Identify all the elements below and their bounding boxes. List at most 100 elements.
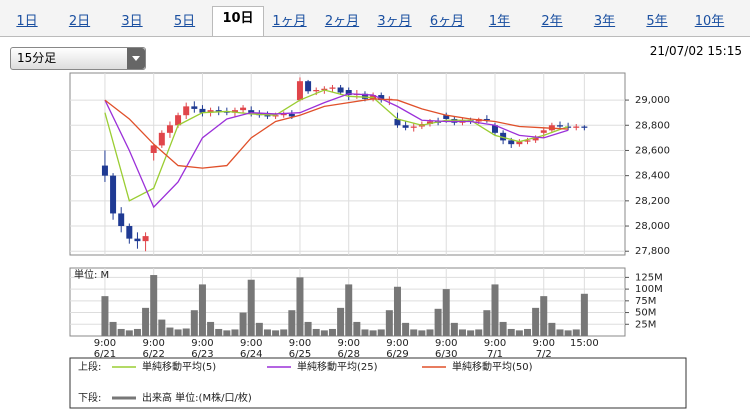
candle-body [215, 110, 222, 112]
volume-bar [296, 277, 304, 336]
volume-bar [499, 321, 507, 336]
volume-bar [101, 296, 109, 336]
volume-bar [393, 286, 401, 336]
tab[interactable]: 3年 [593, 14, 616, 29]
x-date-label: 6/29 [386, 349, 408, 360]
volume-bar [223, 330, 231, 336]
volume-bar [580, 293, 588, 336]
y-tick-label: 100M [635, 284, 663, 295]
tab[interactable]: 2日 [68, 14, 91, 29]
candle-body [101, 165, 108, 176]
y-tick-label: 125M [635, 272, 663, 283]
y-tick-label: 28,600 [635, 145, 670, 156]
candle-body [199, 108, 206, 113]
tab[interactable]: 1年 [488, 14, 511, 29]
legend-box [69, 357, 687, 409]
x-tick-label: 9:00 [191, 338, 213, 349]
tab[interactable]: 10日 [212, 6, 264, 36]
volume-bar [410, 329, 418, 336]
volume-bar [320, 330, 328, 336]
candle-body [378, 95, 385, 101]
candle-body [516, 141, 523, 145]
volume-bar [337, 307, 345, 336]
tab[interactable]: 1ヶ月 [272, 14, 307, 29]
candle-body [118, 213, 125, 227]
dropdown-arrow[interactable] [127, 48, 145, 69]
y-tick-label: 29,000 [635, 95, 670, 106]
candle-body [329, 87, 336, 89]
candle-body [581, 126, 588, 128]
volume-bar [483, 310, 491, 336]
candle-body [142, 236, 149, 242]
candle-body [426, 121, 433, 125]
volume-bar [166, 327, 174, 336]
legend-text: 出来高 単位:(M株/口/枚) [142, 391, 252, 404]
candle-body [540, 130, 547, 133]
candle-body [524, 140, 531, 142]
y-tick-label: 28,400 [635, 171, 670, 182]
x-date-label: 7/2 [536, 349, 552, 360]
dropdown-text: 15分足 [17, 51, 57, 65]
volume-bar [442, 289, 450, 336]
x-tick-label: 9:00 [142, 338, 164, 349]
volume-bar [377, 329, 385, 336]
tab[interactable]: 3日 [121, 14, 143, 29]
volume-bar [532, 307, 540, 336]
x-date-label: 6/28 [337, 349, 359, 360]
tab[interactable]: 6ヶ月 [429, 14, 465, 29]
x-date-label: 6/25 [289, 349, 311, 360]
interval-dropdown[interactable]: 15分足 [10, 47, 146, 70]
legend-text: 単純移動平均(5) [142, 360, 216, 373]
volume-bar [467, 330, 475, 336]
tab[interactable]: 5年 [646, 14, 668, 29]
y-tick-label: 25M [635, 319, 656, 330]
candle-body [166, 125, 173, 133]
tab[interactable]: 2年 [541, 14, 563, 29]
x-tick-label: 9:00 [484, 338, 506, 349]
volume-bar [288, 310, 296, 336]
candle-body [361, 93, 368, 99]
x-tick-label: 9:00 [386, 338, 408, 349]
volume-bar [255, 322, 263, 336]
volume-bar [385, 310, 393, 336]
volume-bar [418, 330, 426, 336]
candle-body [134, 238, 141, 242]
legend-label: 上段: [78, 360, 101, 373]
volume-bar [369, 330, 377, 336]
y-tick-label: 27,800 [635, 246, 670, 257]
tab[interactable]: 2ヶ月 [324, 14, 360, 29]
candle-body [264, 115, 271, 117]
tab[interactable]: 1日 [16, 14, 38, 29]
legend-text: 単純移動平均(25) [297, 360, 378, 373]
ma-line [104, 93, 569, 209]
volume-bar [361, 329, 369, 336]
volume-bar [280, 329, 288, 336]
x-tick-label: 9:00 [533, 338, 555, 349]
y-tick-label: 75M [635, 296, 656, 307]
y-tick-label: 28,000 [635, 221, 670, 232]
volume-bar [556, 329, 564, 336]
volume-bar [540, 296, 548, 336]
tab[interactable]: 3ヶ月 [377, 14, 412, 29]
candle-body [402, 125, 409, 128]
volume-bar [402, 322, 410, 336]
x-date-label: 6/30 [435, 349, 457, 360]
candle-body [508, 140, 515, 145]
volume-bar [247, 279, 255, 336]
tab-bar: 1日 2日 3日 5日 10日 1ヶ月 2ヶ月 3ヶ月 6ヶ月 1年 2年 3年 5年 10年 [0, 0, 750, 37]
volume-bar [458, 329, 466, 336]
x-tick-label: 9:00 [435, 338, 457, 349]
volume-bar [117, 328, 125, 336]
tab[interactable]: 10年 [694, 14, 725, 29]
volume-bar [190, 310, 198, 336]
volume-bar [353, 321, 361, 336]
candle-body [305, 81, 312, 92]
volume-bar [239, 312, 247, 336]
candle-body [158, 132, 165, 146]
tab[interactable]: 5日 [173, 14, 196, 29]
candle-body [394, 118, 401, 126]
volume-bar [109, 321, 117, 336]
candle-body [207, 110, 214, 113]
